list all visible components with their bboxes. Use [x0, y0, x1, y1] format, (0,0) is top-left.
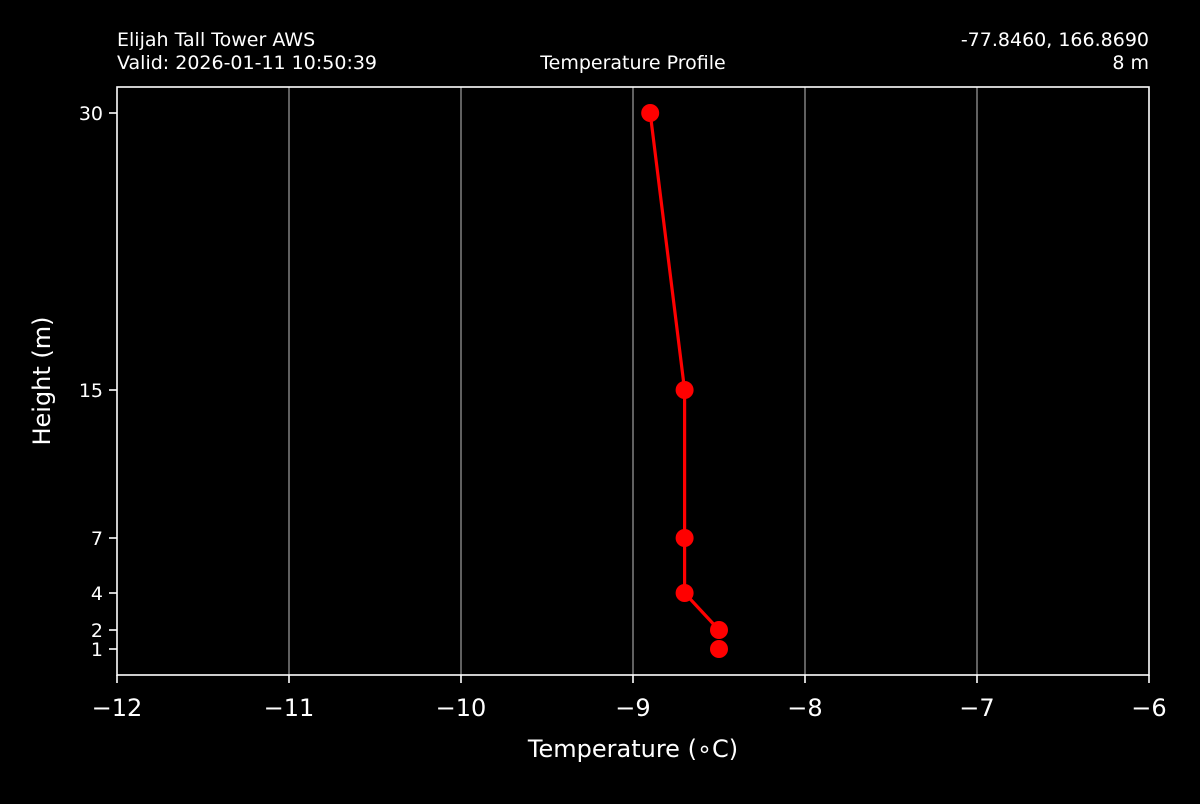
station-coordinates: -77.8460, 166.8690 [961, 29, 1149, 51]
y-tick-label: 4 [91, 583, 103, 605]
x-tick-label: −12 [92, 694, 143, 722]
data-point [710, 640, 728, 658]
y-tick-label: 15 [79, 380, 103, 402]
x-tick-label: −8 [787, 694, 822, 722]
station-name: Elijah Tall Tower AWS [117, 29, 315, 51]
data-point [675, 584, 694, 602]
x-tick-label: −10 [436, 694, 487, 722]
x-axis-label: Temperature (∘C) [527, 735, 738, 763]
series-line-segment [648, 111, 687, 392]
y-tick-label: 2 [91, 620, 103, 642]
axes: −12 −11 −10 −9 −8 −7 −6 12 4 7 15 30 [79, 86, 1167, 722]
y-tick-label: 1 [91, 639, 103, 661]
data-point [675, 529, 694, 547]
station-elevation: 8 m [1112, 52, 1149, 74]
data-point [641, 104, 660, 122]
x-tick-label: −9 [615, 694, 650, 722]
data-point [675, 381, 694, 399]
y-tick-label: 30 [79, 103, 103, 125]
series-temperature [641, 104, 728, 658]
grid-lines [288, 87, 978, 675]
y-tick-label: 7 [91, 528, 103, 550]
x-tick-label: −6 [1131, 694, 1166, 722]
chart-title: Temperature Profile [539, 52, 725, 74]
x-tick-label: −7 [959, 694, 994, 722]
x-tick-label: −11 [264, 694, 315, 722]
data-point [710, 621, 728, 639]
valid-time: Valid: 2026-01-11 10:50:39 [117, 52, 377, 74]
y-axis-label: Height (m) [28, 316, 56, 445]
